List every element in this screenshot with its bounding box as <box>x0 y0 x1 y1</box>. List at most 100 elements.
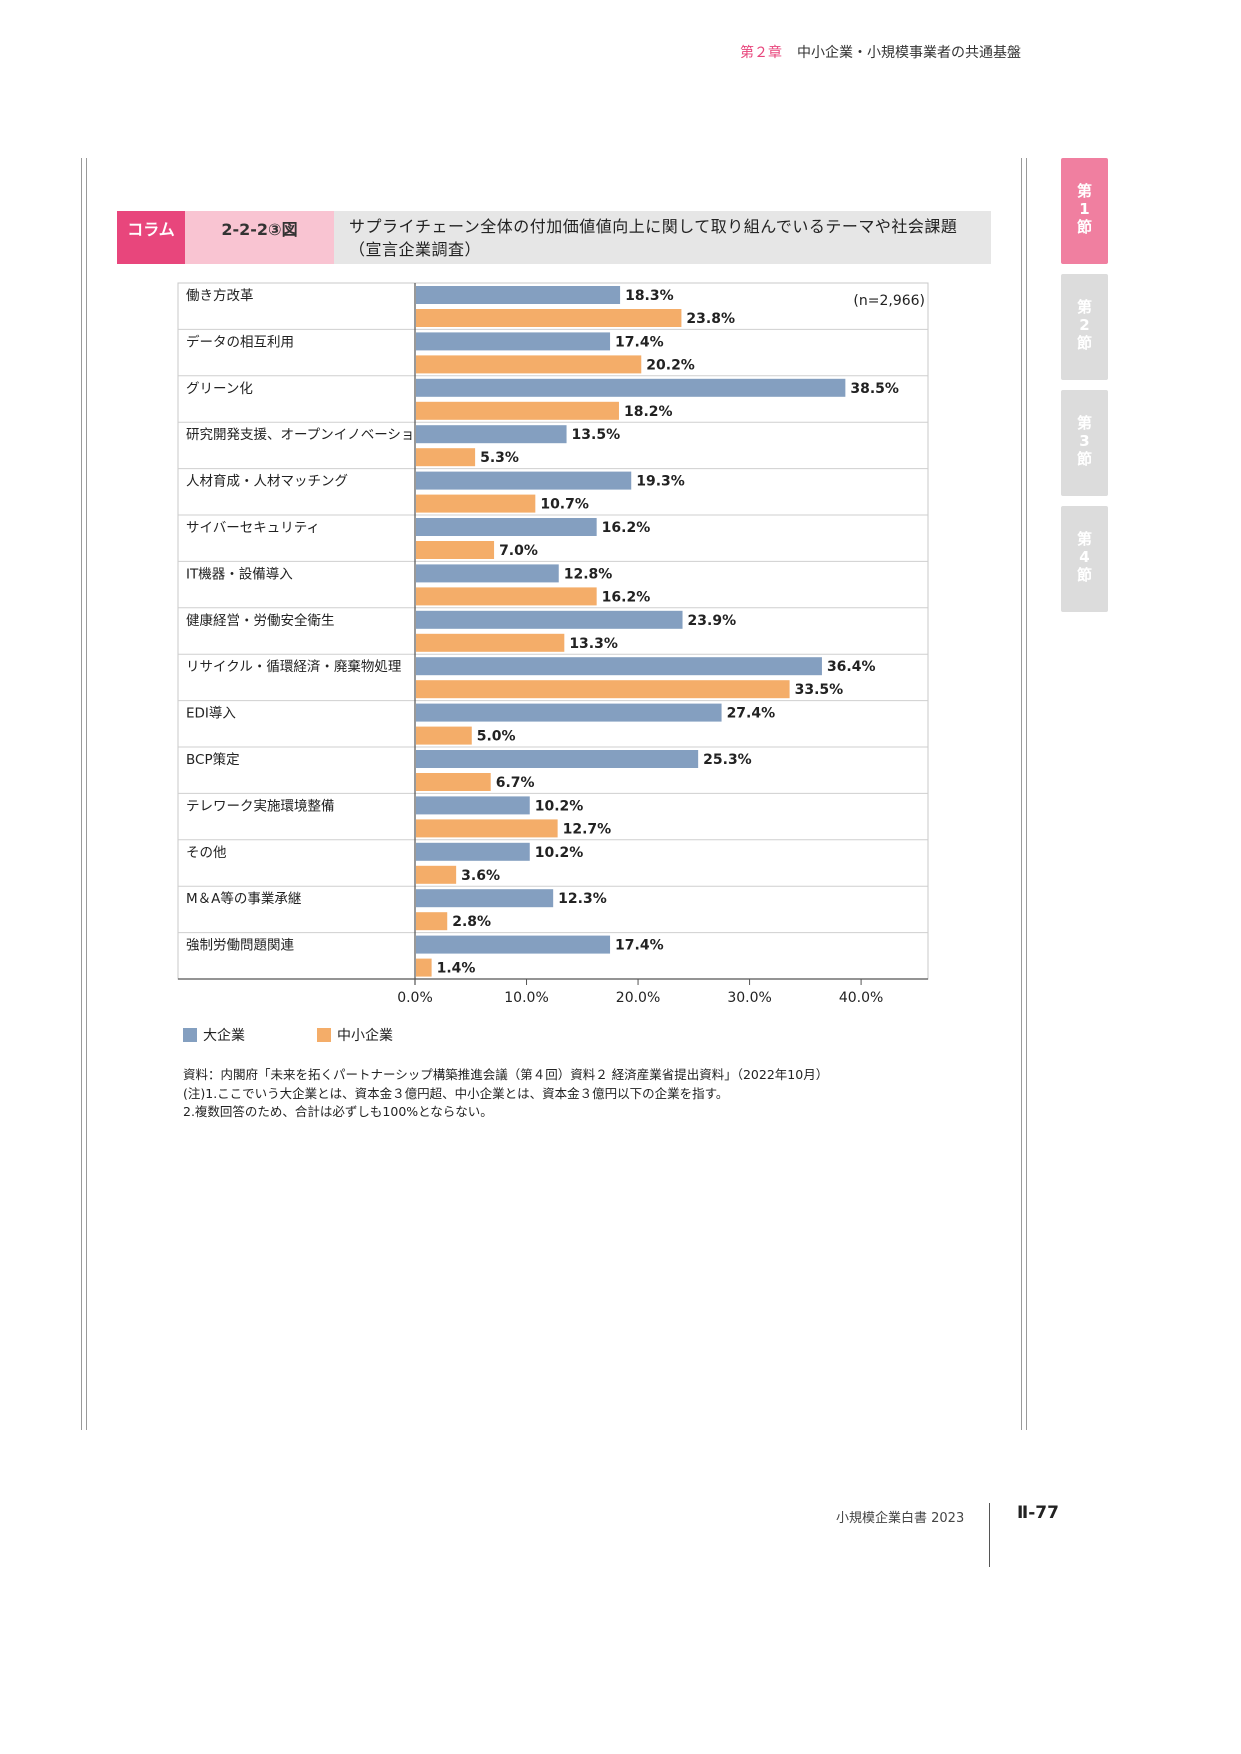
category-label: その他 <box>186 845 227 861</box>
data-label-large-enterprise: 25.3% <box>703 752 752 768</box>
legend-swatch-large <box>183 1028 197 1042</box>
data-label-sme: 5.3% <box>480 450 519 466</box>
category-label: EDI導入 <box>186 706 236 722</box>
frame-line-left-1 <box>81 158 82 1430</box>
data-label-large-enterprise: 16.2% <box>602 520 651 536</box>
category-label: BCP策定 <box>186 751 240 768</box>
frame-line-right-2 <box>1026 158 1027 1430</box>
header-title: 中小企業・小規模事業者の共通基盤 <box>797 45 1021 61</box>
bar-chart: 働き方改革 18.3% 23.8% データの相互利用 17.4% 20.2% グリーン化 38… <box>177 282 929 1006</box>
data-label-sme: 10.7% <box>540 497 589 513</box>
bar-sme <box>416 819 558 838</box>
data-label-large-enterprise: 27.4% <box>727 706 776 722</box>
bar-sme <box>416 494 536 513</box>
x-tick-label: 30.0% <box>727 990 771 1006</box>
bar-sme <box>416 912 448 931</box>
bar-sme <box>416 587 597 606</box>
footer-page-number: Ⅱ-77 <box>1017 1503 1059 1523</box>
category-label: 強制労働問題関連 <box>186 938 294 954</box>
figure-title-bar: コラム 2-2-2③図 サプライチェーン全体の付加価値値向上に関して取り組んでい… <box>117 211 991 264</box>
bar-sme <box>416 680 790 699</box>
frame-line-left-2 <box>86 158 87 1430</box>
side-tab-label: 第 2 節 <box>1076 298 1092 352</box>
side-tab-section-4[interactable]: 第 4 節 <box>1061 506 1108 612</box>
category-label: テレワーク実施環境整備 <box>186 798 335 814</box>
bar-sme <box>416 958 432 977</box>
header-chapter: 第２章 <box>740 45 782 61</box>
category-label: グリーン化 <box>186 381 253 397</box>
side-tab-label: 第 1 節 <box>1076 182 1092 236</box>
sample-size-note: (n=2,966) <box>853 293 925 309</box>
bar-sme <box>416 633 565 652</box>
side-tab-label: 第 3 節 <box>1076 414 1092 468</box>
data-label-sme: 18.2% <box>624 404 673 420</box>
legend-sme: 中小企業 <box>317 1025 393 1045</box>
legend-large-enterprise: 大企業 <box>183 1025 245 1045</box>
data-label-large-enterprise: 23.9% <box>688 613 737 629</box>
bar-large-enterprise <box>416 889 554 908</box>
x-tick-label: 40.0% <box>839 990 883 1006</box>
category-label: IT機器・設備導入 <box>186 566 293 582</box>
x-tick-label: 20.0% <box>616 990 660 1006</box>
bar-sme <box>416 401 619 420</box>
note-multiple-answers: 2.複数回答のため、合計は必ずしも100%とならない。 <box>183 1104 493 1119</box>
bar-large-enterprise <box>416 332 611 351</box>
legend-label-large: 大企業 <box>203 1028 245 1044</box>
data-label-sme: 20.2% <box>646 357 695 373</box>
figure-title: サプライチェーン全体の付加価値値向上に関して取り組んでいるテーマや社会課題（宣言… <box>349 217 958 259</box>
bar-sme <box>416 448 476 467</box>
data-label-sme: 6.7% <box>496 775 535 791</box>
data-label-large-enterprise: 13.5% <box>572 427 621 443</box>
note-definition: (注)1.ここでいう大企業とは、資本金３億円超、中小企業とは、資本金３億円以下の… <box>183 1086 729 1101</box>
data-label-large-enterprise: 36.4% <box>827 659 876 675</box>
data-label-sme: 12.7% <box>563 821 612 837</box>
data-label-large-enterprise: 19.3% <box>636 474 685 490</box>
data-label-sme: 3.6% <box>461 868 500 884</box>
data-label-sme: 33.5% <box>795 682 844 698</box>
data-label-sme: 16.2% <box>602 589 651 605</box>
category-label: データの相互利用 <box>186 333 294 350</box>
side-tab-label: 第 4 節 <box>1076 530 1092 584</box>
category-label: 健康経営・労働安全衛生 <box>186 612 335 629</box>
bar-sme <box>416 309 682 327</box>
bar-sme <box>416 865 457 884</box>
data-label-sme: 1.4% <box>437 961 476 977</box>
category-label: 研究開発支援、オープンイノベーション <box>186 427 428 443</box>
legend-label-sme: 中小企業 <box>337 1028 393 1044</box>
bar-sme <box>416 726 472 745</box>
category-label: 人材育成・人材マッチング <box>186 474 348 490</box>
legend-swatch-sme <box>317 1028 331 1042</box>
data-label-large-enterprise: 12.8% <box>564 566 613 582</box>
category-label: 働き方改革 <box>186 288 254 304</box>
bar-sme <box>416 773 491 791</box>
side-tab-section-2[interactable]: 第 2 節 <box>1061 274 1108 380</box>
data-label-large-enterprise: 12.3% <box>558 891 607 907</box>
data-label-sme: 5.0% <box>477 729 516 745</box>
x-tick-label: 10.0% <box>504 990 548 1006</box>
data-label-large-enterprise: 38.5% <box>850 381 899 397</box>
bar-large-enterprise <box>416 564 559 583</box>
data-label-large-enterprise: 10.2% <box>535 845 584 861</box>
bar-large-enterprise <box>416 935 611 954</box>
footer-book-title: 小規模企業白書 2023 <box>836 1511 965 1526</box>
data-label-large-enterprise: 17.4% <box>615 938 664 954</box>
bar-large-enterprise <box>416 378 846 397</box>
bar-sme <box>416 541 495 559</box>
frame-line-right-1 <box>1021 158 1022 1430</box>
bar-large-enterprise <box>416 518 597 536</box>
side-tab-section-3[interactable]: 第 3 節 <box>1061 390 1108 496</box>
category-label: サイバーセキュリティ <box>186 520 320 536</box>
figure-number: 2-2-2③図 <box>185 211 334 264</box>
bar-large-enterprise <box>416 425 567 444</box>
category-label: M＆A等の事業承継 <box>186 890 301 907</box>
data-label-large-enterprise: 18.3% <box>625 288 674 304</box>
bar-large-enterprise <box>416 610 683 629</box>
side-tab-section-1[interactable]: 第 1 節 <box>1061 158 1108 264</box>
data-label-large-enterprise: 17.4% <box>615 334 664 350</box>
x-tick-label: 0.0% <box>397 990 433 1006</box>
data-label-sme: 13.3% <box>569 636 618 652</box>
note-source: 資料：内閣府「未来を拓くパートナーシップ構築推進会議（第４回）資料２ 経済産業省… <box>183 1067 829 1082</box>
bar-large-enterprise <box>416 750 699 768</box>
bar-large-enterprise <box>416 657 822 676</box>
bar-sme <box>416 355 642 374</box>
